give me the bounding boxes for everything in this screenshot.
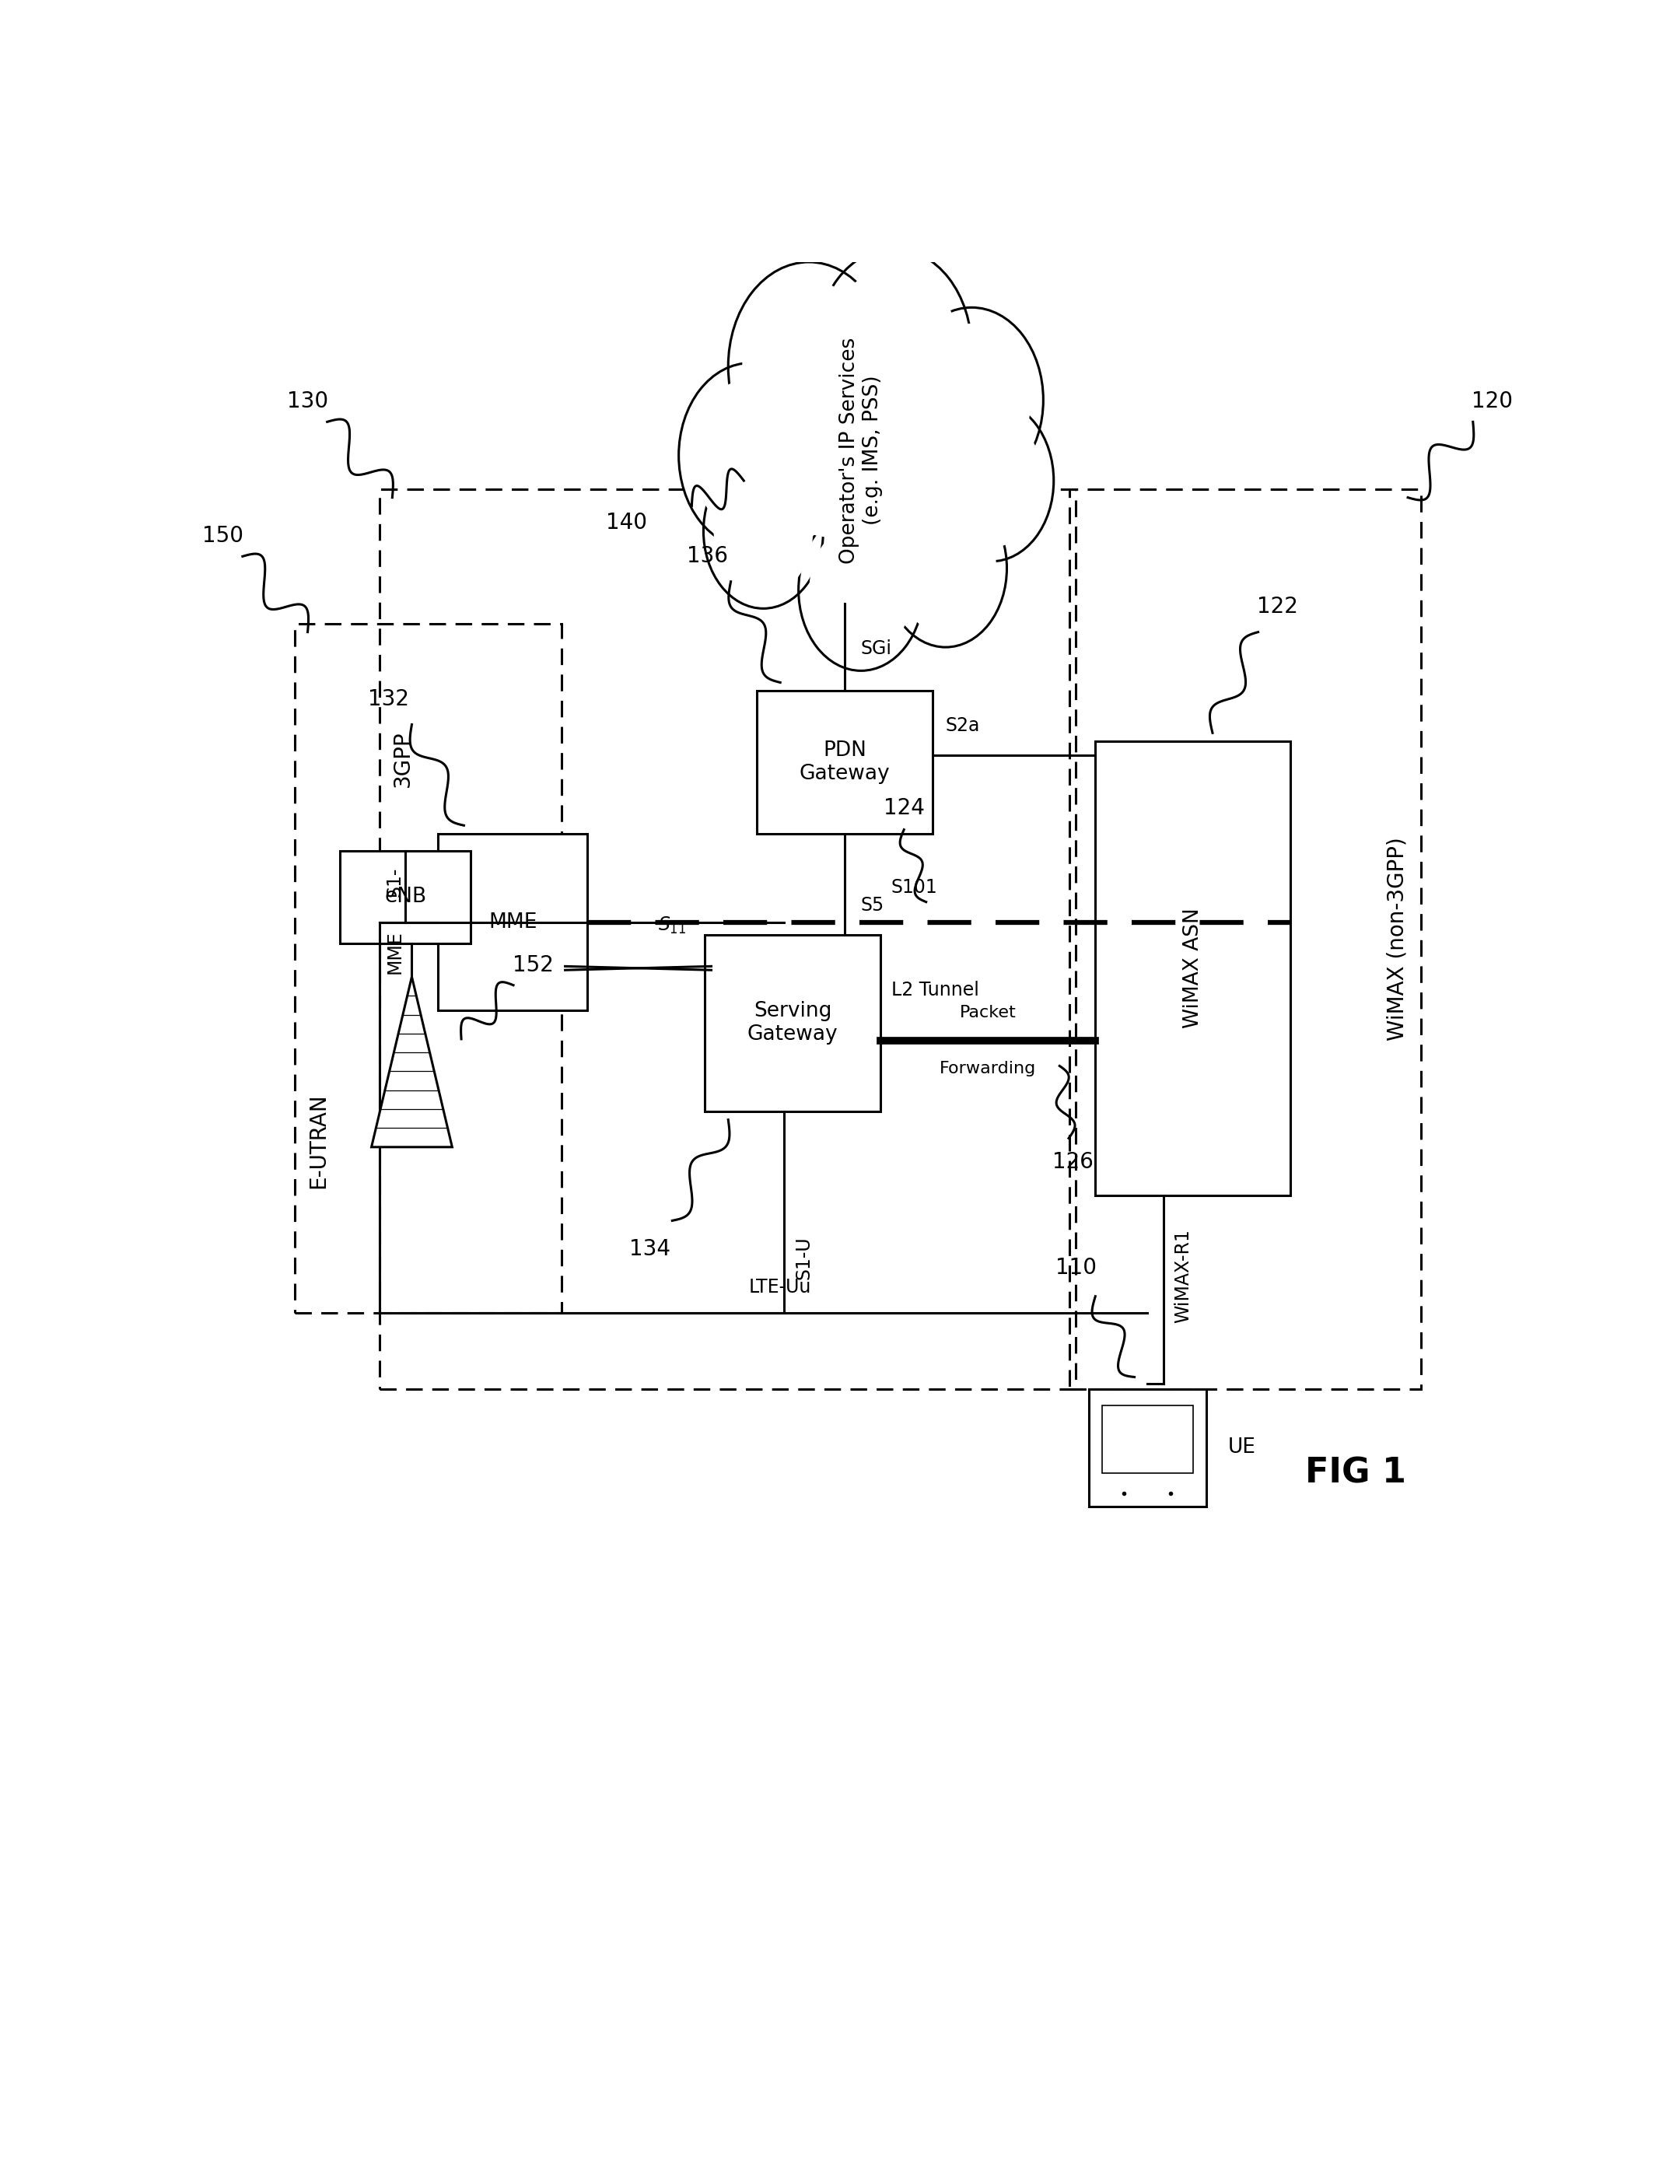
Circle shape — [798, 509, 924, 670]
Text: S1-: S1- — [386, 867, 405, 898]
Text: LTE-Uu: LTE-Uu — [748, 1278, 811, 1297]
Circle shape — [704, 454, 823, 609]
Circle shape — [692, 380, 810, 531]
Text: Packet: Packet — [959, 1005, 1016, 1020]
Polygon shape — [339, 852, 470, 943]
Polygon shape — [371, 976, 452, 1147]
Polygon shape — [1089, 1389, 1206, 1507]
Circle shape — [884, 489, 1006, 646]
Text: eNB: eNB — [385, 887, 427, 906]
Text: UE: UE — [1228, 1437, 1257, 1457]
Text: 3GPP: 3GPP — [391, 732, 413, 786]
Text: E-UTRAN: E-UTRAN — [307, 1092, 329, 1188]
Text: L2 Tunnel: L2 Tunnel — [890, 981, 979, 1000]
Circle shape — [939, 415, 1043, 546]
Polygon shape — [438, 834, 588, 1011]
Text: 120: 120 — [1472, 391, 1514, 413]
Text: FIG 1: FIG 1 — [1305, 1457, 1406, 1489]
Text: S101: S101 — [890, 878, 937, 898]
Text: 150: 150 — [202, 526, 244, 546]
Text: 132: 132 — [368, 688, 408, 710]
Text: 122: 122 — [1257, 596, 1299, 618]
Text: 136: 136 — [687, 546, 727, 568]
Text: S1-U: S1-U — [795, 1236, 813, 1280]
Text: 126: 126 — [1052, 1151, 1094, 1173]
Text: S5: S5 — [860, 895, 884, 915]
Circle shape — [714, 467, 813, 594]
Ellipse shape — [717, 371, 1005, 557]
Circle shape — [727, 262, 890, 470]
Text: $S_{11}$: $S_{11}$ — [659, 915, 685, 937]
Circle shape — [900, 308, 1043, 491]
Circle shape — [912, 323, 1030, 476]
Circle shape — [743, 282, 875, 452]
Polygon shape — [1102, 1406, 1193, 1472]
Circle shape — [679, 363, 822, 548]
Text: Serving
Gateway: Serving Gateway — [748, 1000, 838, 1044]
Text: WiMAX (non-3GPP): WiMAX (non-3GPP) — [1386, 836, 1408, 1042]
Circle shape — [830, 266, 958, 432]
Circle shape — [815, 249, 971, 450]
Text: PDN
Gateway: PDN Gateway — [800, 740, 890, 784]
Text: 124: 124 — [884, 797, 924, 819]
Text: 110: 110 — [1055, 1256, 1097, 1278]
Text: 134: 134 — [630, 1238, 670, 1260]
Polygon shape — [1095, 740, 1290, 1195]
Text: WiMAX-R1: WiMAX-R1 — [1174, 1230, 1193, 1324]
Text: MME: MME — [489, 913, 538, 933]
Ellipse shape — [731, 389, 991, 539]
Text: MME: MME — [386, 930, 405, 974]
Circle shape — [810, 524, 912, 655]
Polygon shape — [706, 935, 880, 1112]
Text: SGi: SGi — [860, 640, 892, 657]
Polygon shape — [756, 690, 932, 834]
Text: WiMAX ASN: WiMAX ASN — [1183, 909, 1203, 1029]
Circle shape — [895, 502, 996, 633]
Text: Operator's IP Services
(e.g. IMS, PSS): Operator's IP Services (e.g. IMS, PSS) — [840, 336, 882, 563]
Text: 152: 152 — [512, 954, 553, 976]
Text: Forwarding: Forwarding — [939, 1061, 1037, 1077]
Text: S2a: S2a — [946, 716, 979, 736]
Text: 130: 130 — [287, 391, 328, 413]
Text: 140: 140 — [606, 511, 647, 533]
Circle shape — [929, 400, 1053, 561]
